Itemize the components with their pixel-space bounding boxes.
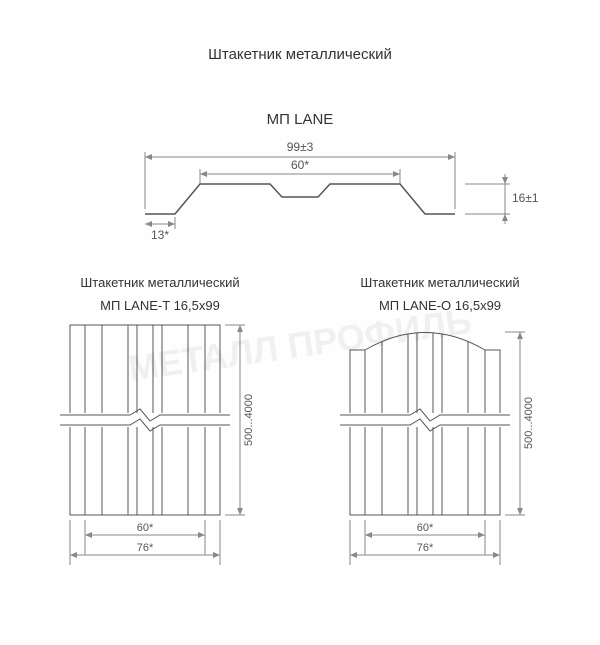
right-picket-svg: 500...4000 60* 76*: [310, 315, 570, 575]
dim-outer-text: 99±3: [287, 140, 314, 154]
dim-inner-text: 60*: [291, 158, 309, 172]
left-title-2: МП LANE-T 16,5х99: [30, 298, 290, 315]
right-title-1: Штакетник металлический: [310, 275, 570, 292]
right-outer-dim: 76*: [417, 542, 434, 554]
right-height-dim: 500...4000: [523, 397, 535, 449]
dim-bottom-text: 13*: [151, 228, 169, 242]
main-title-line1: Штакетник металлический: [0, 45, 600, 65]
right-picket-block: Штакетник металлический МП LANE-O 16,5х9…: [310, 269, 570, 580]
diagram-container: Штакетник металлический МП LANE 99±3 60*…: [0, 45, 600, 645]
left-outer-dim: 76*: [137, 542, 154, 554]
dim-height-text: 16±1: [512, 191, 539, 205]
left-picket-block: Штакетник металлический МП LANE-T 16,5х9…: [30, 269, 290, 580]
left-inner-dim: 60*: [137, 522, 154, 534]
main-title-line2: МП LANE: [0, 110, 600, 130]
right-inner-dim: 60*: [417, 522, 434, 534]
left-title-1: Штакетник металлический: [30, 275, 290, 292]
profile-svg: 99±3 60* 16±1 13*: [0, 129, 600, 249]
right-title-2: МП LANE-O 16,5х99: [310, 298, 570, 315]
left-height-dim: 500...4000: [243, 394, 255, 446]
left-picket-svg: 500...4000 60* 76*: [30, 315, 290, 575]
